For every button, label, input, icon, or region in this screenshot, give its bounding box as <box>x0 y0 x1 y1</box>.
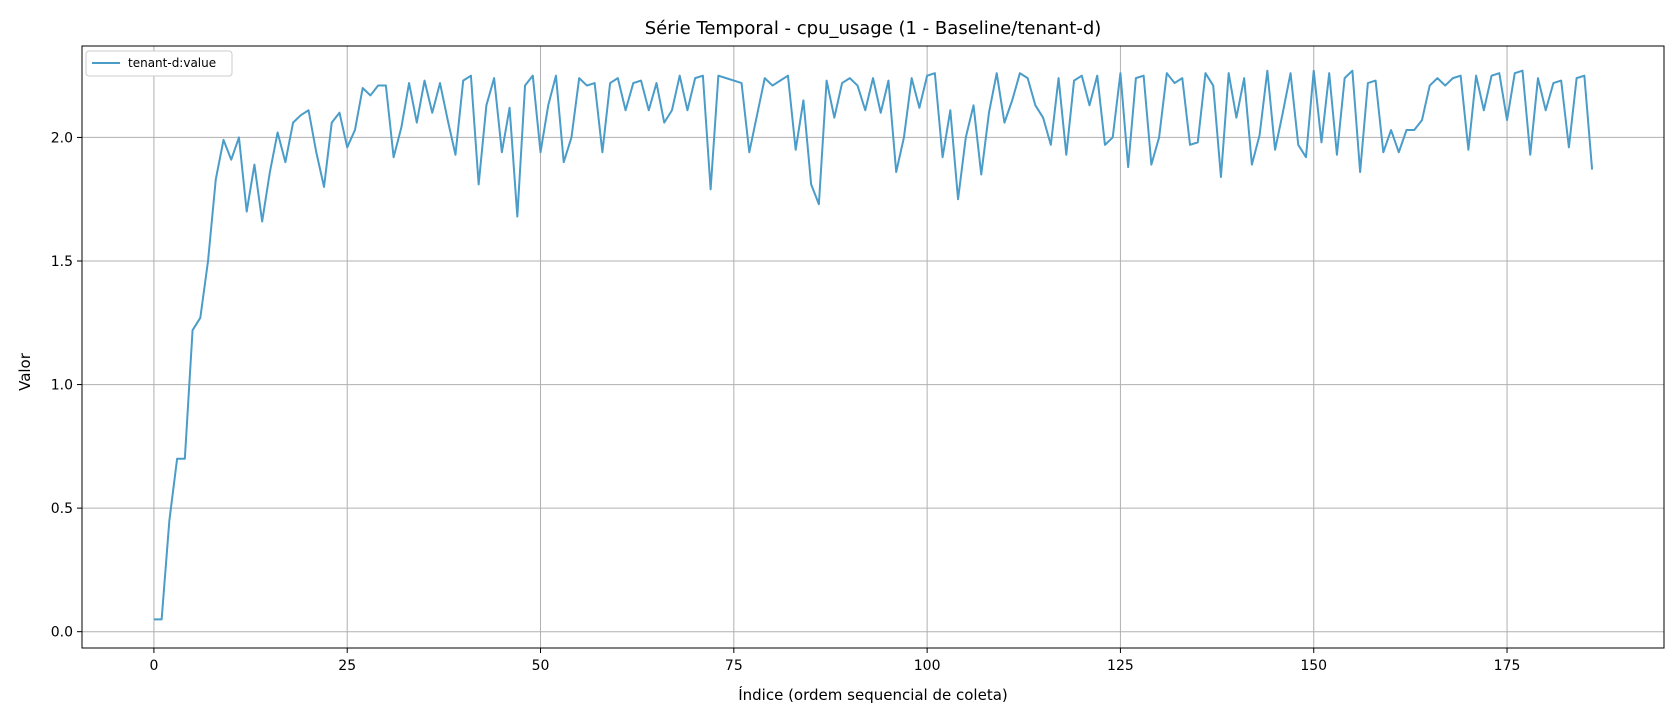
y-tick-label: 2.0 <box>51 130 73 146</box>
y-axis-ticks: 0.0 0.5 1.0 1.5 2.0 <box>51 130 82 641</box>
x-tick-label: 25 <box>338 658 356 674</box>
series-layer <box>153 69 1594 621</box>
chart-title: Série Temporal - cpu_usage (1 - Baseline… <box>645 18 1102 39</box>
x-tick-label: 175 <box>1494 658 1521 674</box>
y-tick-label: 0.5 <box>51 501 73 517</box>
y-axis-label: Valor <box>16 352 34 391</box>
y-tick-label: 1.0 <box>51 378 73 394</box>
grid <box>82 46 1664 648</box>
x-tick-label: 50 <box>532 658 550 674</box>
x-tick-label: 75 <box>725 658 743 674</box>
x-tick-label: 125 <box>1107 658 1134 674</box>
x-axis-ticks: 0 25 50 75 100 125 150 175 <box>149 648 1520 674</box>
y-tick-label: 0.0 <box>51 625 73 641</box>
y-tick-label: 1.5 <box>51 254 73 270</box>
x-tick-label: 0 <box>149 658 158 674</box>
plot-frame <box>81 45 1665 649</box>
x-axis-label: Índice (ordem sequencial de coleta) <box>738 685 1008 704</box>
x-tick-label: 150 <box>1300 658 1327 674</box>
x-tick-label: 100 <box>914 658 941 674</box>
legend-box <box>85 50 233 77</box>
series-line <box>153 69 1594 621</box>
legend-entry-label: tenant-d:value <box>128 56 216 70</box>
legend: tenant-d:value <box>85 50 233 77</box>
